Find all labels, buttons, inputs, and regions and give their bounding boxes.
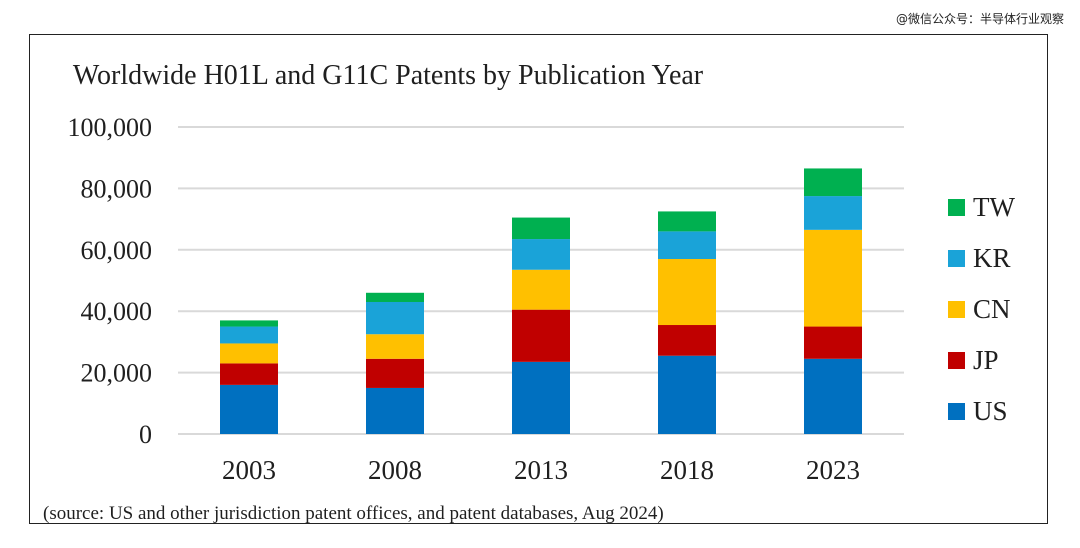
legend-swatch xyxy=(948,403,965,420)
legend-label: KR xyxy=(973,243,1011,273)
x-tick-label: 2003 xyxy=(222,455,276,485)
stacked-bar-chart: Worldwide H01L and G11C Patents by Publi… xyxy=(43,60,1015,524)
watermark: @微信公众号：半导体行业观察 xyxy=(895,12,1064,26)
bar-segment-kr-2013 xyxy=(512,239,570,270)
legend-label: CN xyxy=(973,294,1011,324)
bar-segment-cn-2023 xyxy=(804,229,862,327)
y-tick-label: 20,000 xyxy=(81,359,153,388)
x-tick-label: 2023 xyxy=(806,455,860,485)
bar-segment-kr-2008 xyxy=(366,301,424,335)
legend-item-cn: CN xyxy=(948,294,1011,324)
legend-swatch xyxy=(948,352,965,369)
bar-segment-jp-2003 xyxy=(220,363,278,385)
y-tick-label: 0 xyxy=(139,420,152,449)
bar-segment-us-2008 xyxy=(366,387,424,434)
bar-segment-cn-2008 xyxy=(366,334,424,359)
legend: TW KR CN JP US xyxy=(948,192,1015,426)
bar-segment-us-2018 xyxy=(658,355,716,434)
source-note: (source: US and other jurisdiction paten… xyxy=(43,503,664,524)
bar-segment-jp-2008 xyxy=(366,358,424,388)
chart-title: Worldwide H01L and G11C Patents by Publi… xyxy=(73,60,704,91)
bar-segment-tw-2023 xyxy=(804,168,862,197)
bar-segment-kr-2018 xyxy=(658,231,716,260)
legend-swatch xyxy=(948,301,965,318)
bar-segment-us-2003 xyxy=(220,384,278,434)
bar-segment-us-2023 xyxy=(804,358,862,434)
y-tick-label: 100,000 xyxy=(68,113,153,142)
bar-segment-tw-2018 xyxy=(658,211,716,232)
x-tick-label: 2013 xyxy=(514,455,568,485)
bar-segment-jp-2018 xyxy=(658,325,716,356)
bar-segment-us-2013 xyxy=(512,361,570,434)
x-tick-label: 2008 xyxy=(368,455,422,485)
legend-label: JP xyxy=(973,345,999,375)
bar-segment-tw-2008 xyxy=(366,292,424,302)
legend-item-tw: TW xyxy=(948,192,1015,222)
x-tick-label: 2018 xyxy=(660,455,714,485)
chart-frame: Worldwide H01L and G11C Patents by Publi… xyxy=(29,34,1048,524)
bar-segment-tw-2003 xyxy=(220,320,278,327)
legend-item-kr: KR xyxy=(948,243,1011,273)
legend-item-us: US xyxy=(948,396,1008,426)
bar-segment-kr-2003 xyxy=(220,326,278,344)
legend-label: TW xyxy=(973,192,1015,222)
legend-swatch xyxy=(948,199,965,216)
bar-segment-cn-2018 xyxy=(658,259,716,326)
y-tick-label: 40,000 xyxy=(81,297,153,326)
legend-label: US xyxy=(973,396,1008,426)
bars-group xyxy=(220,168,862,434)
bar-segment-cn-2013 xyxy=(512,269,570,310)
bar-segment-kr-2023 xyxy=(804,196,862,230)
bar-segment-jp-2023 xyxy=(804,326,862,359)
bar-segment-cn-2003 xyxy=(220,343,278,364)
y-tick-label: 60,000 xyxy=(81,236,153,265)
legend-item-jp: JP xyxy=(948,345,999,375)
y-axis-ticks: 0 20,000 40,000 60,000 80,000 100,000 xyxy=(68,113,153,449)
bar-segment-jp-2013 xyxy=(512,309,570,362)
x-axis-ticks: 2003 2008 2013 2018 2023 xyxy=(222,455,860,485)
bar-segment-tw-2013 xyxy=(512,217,570,240)
legend-swatch xyxy=(948,250,965,267)
y-tick-label: 80,000 xyxy=(81,174,153,203)
